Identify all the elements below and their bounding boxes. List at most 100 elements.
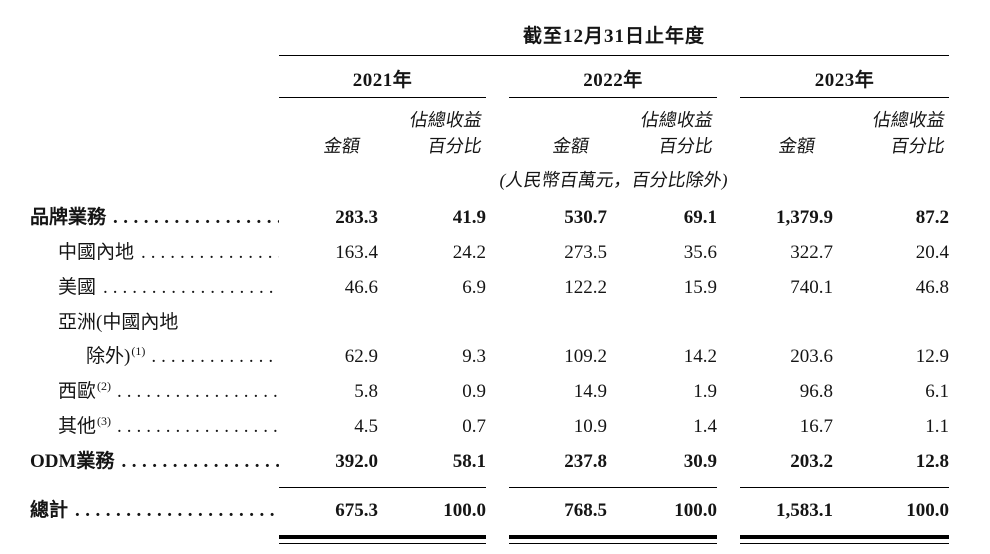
value-cell: 273.5 bbox=[564, 242, 607, 263]
single-rule bbox=[607, 487, 717, 488]
value-cell: 35.6 bbox=[683, 242, 717, 263]
table-row: 其他(3) 4.50.710.91.416.71.1 bbox=[30, 410, 990, 444]
value-cell: 203.2 bbox=[790, 451, 833, 472]
value-cell: 96.8 bbox=[799, 381, 833, 402]
pct-column-header-line1: 佔總收益 bbox=[639, 110, 715, 130]
subheader-row-2: 金額 百分比 金額 百分比 金額 百分比 bbox=[30, 135, 990, 157]
amount-column-header: 金額 bbox=[322, 136, 362, 156]
pct-column-header-line1: 佔總收益 bbox=[871, 110, 947, 130]
dot-leader bbox=[111, 375, 279, 409]
single-rule bbox=[740, 487, 833, 488]
value-cell: 16.7 bbox=[799, 416, 833, 437]
value-cell: 46.8 bbox=[915, 277, 949, 298]
amount-column-header: 金額 bbox=[777, 136, 817, 156]
double-rule bbox=[279, 535, 378, 544]
value-cell: 740.1 bbox=[790, 277, 833, 298]
value-cell: 100.0 bbox=[443, 500, 486, 521]
year-label-2022: 2022年 bbox=[509, 65, 717, 98]
value-cell: 1,379.9 bbox=[776, 207, 833, 228]
single-rule bbox=[279, 487, 378, 488]
pct-column-header-line2: 百分比 bbox=[426, 136, 484, 156]
value-cell: 10.9 bbox=[573, 416, 607, 437]
value-cell: 24.2 bbox=[452, 242, 486, 263]
single-rule bbox=[833, 487, 949, 488]
value-cell: 0.9 bbox=[462, 381, 486, 402]
value-cell: 1.4 bbox=[693, 416, 717, 437]
row-label: ODM業務 bbox=[30, 451, 115, 472]
dot-leader bbox=[111, 410, 279, 444]
double-rule bbox=[833, 535, 949, 544]
value-cell: 12.9 bbox=[915, 346, 949, 367]
dot-leader bbox=[97, 271, 279, 305]
value-cell: 12.8 bbox=[915, 451, 949, 472]
row-label: 中國內地 bbox=[58, 242, 135, 263]
table-row: 美國 46.6 6.9 122.2 15.9 740.1 46.8 bbox=[30, 271, 990, 305]
single-rule bbox=[509, 487, 607, 488]
unit-note-row: (人民幣百萬元，百分比除外) bbox=[30, 166, 990, 192]
value-cell: 122.2 bbox=[564, 277, 607, 298]
amount-column-header: 金額 bbox=[551, 136, 591, 156]
value-cell: 530.7 bbox=[564, 207, 607, 228]
double-rule-row bbox=[30, 529, 990, 544]
value-cell: 237.8 bbox=[564, 451, 607, 472]
pct-column-header-line2: 百分比 bbox=[889, 136, 947, 156]
year-label-2023: 2023年 bbox=[740, 65, 949, 98]
double-rule bbox=[607, 535, 717, 544]
value-cell: 1.9 bbox=[693, 381, 717, 402]
dot-leader bbox=[69, 494, 279, 528]
value-cell: 5.8 bbox=[354, 381, 378, 402]
value-cell: 9.3 bbox=[462, 346, 486, 367]
period-rule bbox=[279, 55, 949, 56]
unit-note: (人民幣百萬元，百分比除外) bbox=[498, 170, 730, 190]
value-cell: 87.2 bbox=[915, 207, 949, 228]
double-rule bbox=[378, 535, 486, 544]
single-rule-row bbox=[30, 480, 990, 494]
value-cell: 15.9 bbox=[683, 277, 717, 298]
year-header-row: 2021年 2022年 2023年 bbox=[30, 65, 990, 98]
value-cell: 392.0 bbox=[335, 451, 378, 472]
table-row: 中國內地 163.4 24.2 273.5 35.6 322.7 20.4 bbox=[30, 236, 990, 270]
period-rule-row bbox=[30, 48, 990, 56]
row-label-line1: 亞洲(中國內地 bbox=[58, 312, 179, 333]
dot-leader bbox=[145, 340, 279, 374]
row-label: 西歐 bbox=[58, 381, 97, 402]
value-cell: 14.9 bbox=[573, 381, 607, 402]
value-cell: 30.9 bbox=[683, 451, 717, 472]
row-label: 除外) bbox=[86, 346, 131, 367]
value-cell: 1.1 bbox=[925, 416, 949, 437]
value-cell: 69.1 bbox=[683, 207, 717, 228]
single-rule bbox=[378, 487, 486, 488]
row-label: 總計 bbox=[30, 500, 69, 521]
value-cell: 41.9 bbox=[452, 207, 486, 228]
double-rule bbox=[509, 535, 607, 544]
value-cell: 6.1 bbox=[925, 381, 949, 402]
dot-leader bbox=[135, 236, 279, 270]
value-cell: 14.2 bbox=[683, 346, 717, 367]
table-row: 總計 675.3 100.0 768.5 100.0 1,583.1 100.0 bbox=[30, 494, 990, 528]
dot-leader bbox=[115, 445, 279, 479]
value-cell: 58.1 bbox=[452, 451, 486, 472]
table-rows: 品牌業務 283.3 41.9 530.7 69.1 1,379.9 87.2 中國內地 … bbox=[30, 201, 990, 544]
value-cell: 0.7 bbox=[462, 416, 486, 437]
row-label: 品牌業務 bbox=[30, 207, 107, 228]
value-cell: 322.7 bbox=[790, 242, 833, 263]
row-label: 其他 bbox=[58, 416, 97, 437]
value-cell: 46.6 bbox=[344, 277, 378, 298]
value-cell: 6.9 bbox=[462, 277, 486, 298]
value-cell: 4.5 bbox=[354, 416, 378, 437]
year-label-2021: 2021年 bbox=[279, 65, 486, 98]
table-row: 品牌業務 283.3 41.9 530.7 69.1 1,379.9 87.2 bbox=[30, 201, 990, 235]
dot-leader bbox=[107, 201, 279, 235]
value-cell: 100.0 bbox=[906, 500, 949, 521]
value-cell: 1,583.1 bbox=[776, 500, 833, 521]
pct-column-header-line2: 百分比 bbox=[657, 136, 715, 156]
subheader-row-1: 佔總收益 佔總收益 佔總收益 bbox=[30, 109, 990, 131]
row-label: 美國 bbox=[58, 277, 97, 298]
value-cell: 768.5 bbox=[564, 500, 607, 521]
value-cell: 62.9 bbox=[344, 346, 378, 367]
value-cell: 20.4 bbox=[915, 242, 949, 263]
table-row: 西歐(2) 5.80.914.91.996.86.1 bbox=[30, 375, 990, 409]
double-rule bbox=[740, 535, 833, 544]
